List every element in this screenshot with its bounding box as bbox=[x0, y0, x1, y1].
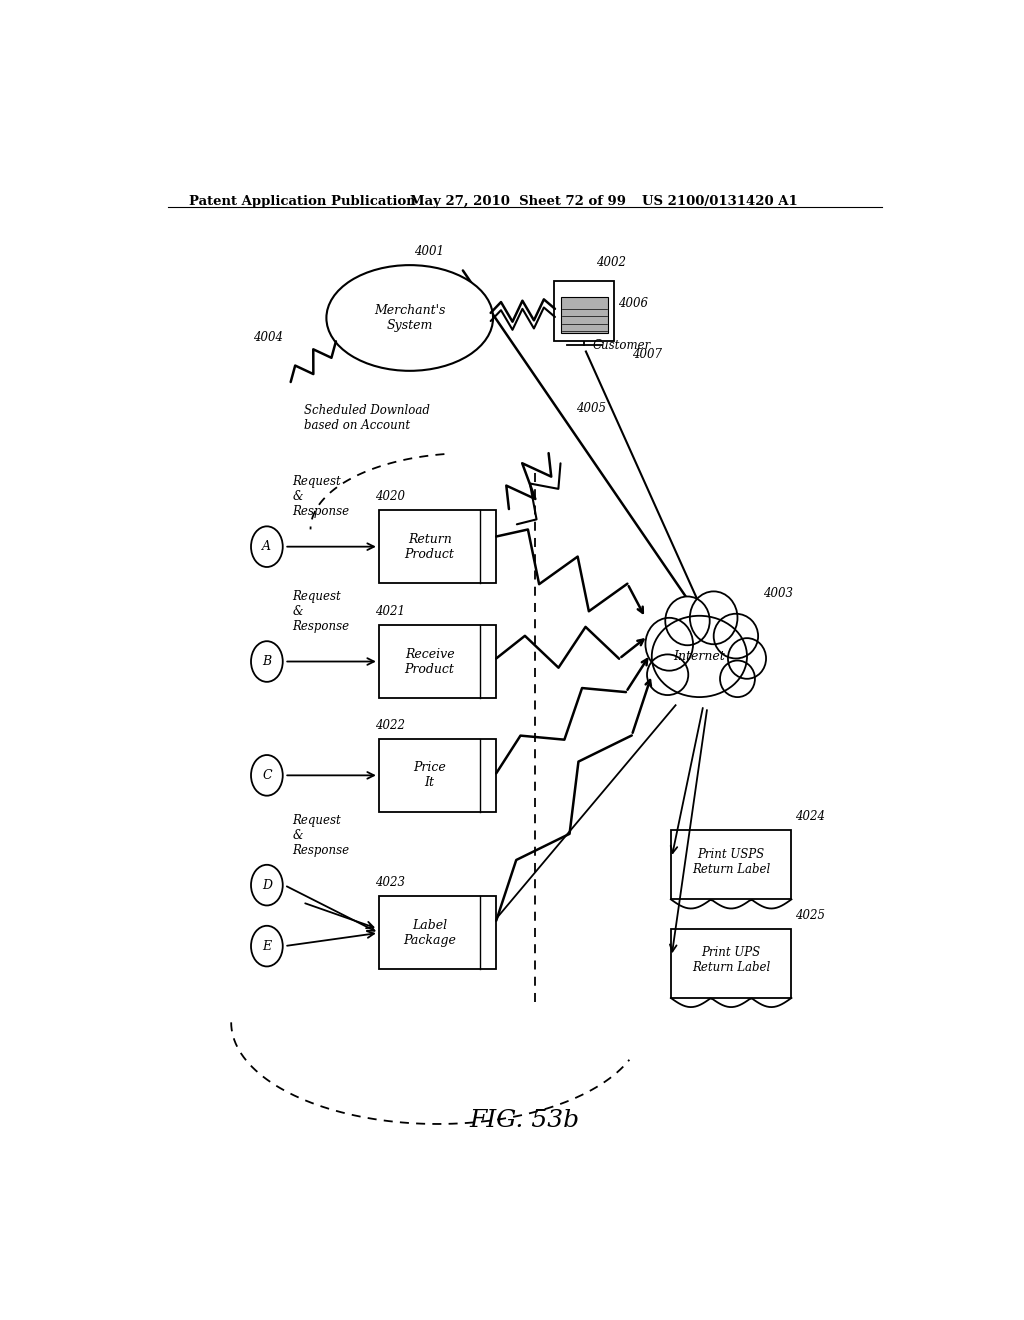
Text: A: A bbox=[262, 540, 271, 553]
FancyBboxPatch shape bbox=[671, 830, 792, 899]
FancyBboxPatch shape bbox=[379, 510, 497, 583]
Text: US 2100/0131420 A1: US 2100/0131420 A1 bbox=[642, 195, 798, 209]
FancyBboxPatch shape bbox=[671, 929, 792, 998]
Text: B: B bbox=[262, 655, 271, 668]
FancyBboxPatch shape bbox=[560, 297, 608, 333]
Text: Internet: Internet bbox=[674, 649, 725, 663]
Text: Return
Product: Return Product bbox=[404, 533, 455, 561]
Ellipse shape bbox=[690, 591, 737, 644]
Text: E: E bbox=[262, 940, 271, 953]
Text: Customer: Customer bbox=[592, 339, 650, 352]
Text: 4003: 4003 bbox=[763, 587, 793, 601]
Ellipse shape bbox=[666, 597, 710, 645]
Text: 4021: 4021 bbox=[375, 605, 404, 618]
Text: 4005: 4005 bbox=[577, 403, 606, 416]
FancyBboxPatch shape bbox=[379, 896, 497, 969]
Circle shape bbox=[251, 755, 283, 796]
Ellipse shape bbox=[645, 618, 693, 671]
Text: Request
&
Response: Request & Response bbox=[292, 475, 349, 519]
FancyBboxPatch shape bbox=[379, 739, 497, 812]
Text: Scheduled Download
based on Account: Scheduled Download based on Account bbox=[304, 404, 430, 433]
Text: 4002: 4002 bbox=[596, 256, 627, 269]
Text: 4022: 4022 bbox=[375, 718, 404, 731]
Ellipse shape bbox=[714, 614, 758, 659]
Text: 4025: 4025 bbox=[796, 908, 825, 921]
Ellipse shape bbox=[327, 265, 494, 371]
Text: C: C bbox=[262, 768, 271, 781]
Text: Patent Application Publication: Patent Application Publication bbox=[189, 195, 416, 209]
Text: 4006: 4006 bbox=[617, 297, 647, 310]
Text: Label
Package: Label Package bbox=[403, 919, 456, 946]
Text: Price
It: Price It bbox=[414, 762, 445, 789]
Ellipse shape bbox=[720, 660, 755, 697]
Text: 4020: 4020 bbox=[375, 490, 404, 503]
Text: Request
&
Response: Request & Response bbox=[292, 813, 349, 857]
FancyBboxPatch shape bbox=[379, 624, 497, 698]
Circle shape bbox=[251, 925, 283, 966]
Text: 4007: 4007 bbox=[632, 347, 662, 360]
Text: Print USPS
Return Label: Print USPS Return Label bbox=[692, 847, 770, 875]
Text: 4024: 4024 bbox=[796, 810, 825, 824]
Text: 4023: 4023 bbox=[375, 876, 404, 890]
Ellipse shape bbox=[647, 655, 688, 696]
Text: FIG. 53b: FIG. 53b bbox=[470, 1109, 580, 1133]
Text: Receive
Product: Receive Product bbox=[404, 648, 455, 676]
Text: Print UPS
Return Label: Print UPS Return Label bbox=[692, 946, 770, 974]
Ellipse shape bbox=[728, 638, 766, 678]
Text: 4004: 4004 bbox=[253, 331, 284, 345]
Text: May 27, 2010  Sheet 72 of 99: May 27, 2010 Sheet 72 of 99 bbox=[410, 195, 626, 209]
Circle shape bbox=[251, 642, 283, 682]
Text: Request
&
Response: Request & Response bbox=[292, 590, 349, 634]
Circle shape bbox=[251, 865, 283, 906]
Text: Merchant's
System: Merchant's System bbox=[374, 304, 445, 331]
Ellipse shape bbox=[651, 616, 746, 697]
Circle shape bbox=[251, 527, 283, 568]
FancyBboxPatch shape bbox=[554, 281, 614, 341]
Text: 4001: 4001 bbox=[414, 246, 443, 257]
Text: D: D bbox=[262, 879, 272, 891]
